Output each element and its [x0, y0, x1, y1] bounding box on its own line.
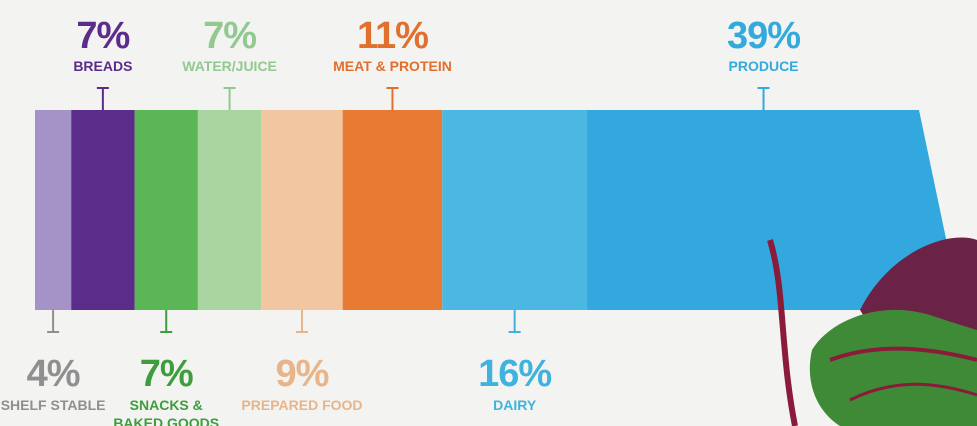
category-label-water-juice: WATER/JUICE — [182, 58, 277, 74]
bar-produce — [587, 110, 961, 310]
label-produce: 39%PRODUCE — [727, 15, 801, 110]
category-label-breads: BREADS — [73, 58, 132, 74]
category-label-prepared-food: PREPARED FOOD — [241, 397, 362, 413]
label-dairy: 16% DAIRY — [478, 310, 552, 413]
label-breads: 7%BREADS — [73, 15, 132, 110]
bar-shelf-stable — [35, 110, 72, 310]
bar-dairy — [442, 110, 588, 310]
category-label-meat-protein: MEAT & PROTEIN — [333, 58, 452, 74]
category-label-snacks-baked-goods-line1: SNACKS & — [130, 397, 203, 413]
bar-prepared-food — [261, 110, 343, 310]
label-prepared-food: 9% PREPARED FOOD — [241, 310, 363, 413]
value-label-dairy: 16% — [478, 353, 551, 395]
chard-leaf-icon — [767, 237, 977, 426]
bar-breads — [71, 110, 135, 310]
value-label-breads: 7% — [76, 15, 129, 57]
label-snacks-baked-goods: 7% SNACKS & BAKED GOODS — [113, 310, 219, 426]
bar-segments — [35, 110, 961, 310]
value-label-prepared-food: 9% — [276, 353, 329, 395]
value-label-water-juice: 7% — [203, 15, 256, 57]
label-meat-protein: 11%MEAT & PROTEIN — [333, 15, 452, 110]
label-shelf-stable: 4% SHELF STABLE — [1, 310, 106, 413]
value-label-meat-protein: 11% — [357, 15, 428, 57]
value-label-shelf-stable: 4% — [27, 353, 80, 395]
bar-meat-protein — [342, 110, 443, 310]
category-label-dairy: DAIRY — [493, 397, 537, 413]
bar-snacks-baked-goods — [134, 110, 198, 310]
bar-water-juice — [197, 110, 262, 310]
category-label-shelf-stable: SHELF STABLE — [1, 397, 106, 413]
category-label-snacks-baked-goods-line2: BAKED GOODS — [113, 415, 219, 426]
value-label-snacks-baked-goods: 7% — [140, 353, 193, 395]
category-label-produce: PRODUCE — [729, 58, 799, 74]
label-water-juice: 7%WATER/JUICE — [182, 15, 277, 110]
value-label-produce: 39% — [727, 15, 800, 57]
